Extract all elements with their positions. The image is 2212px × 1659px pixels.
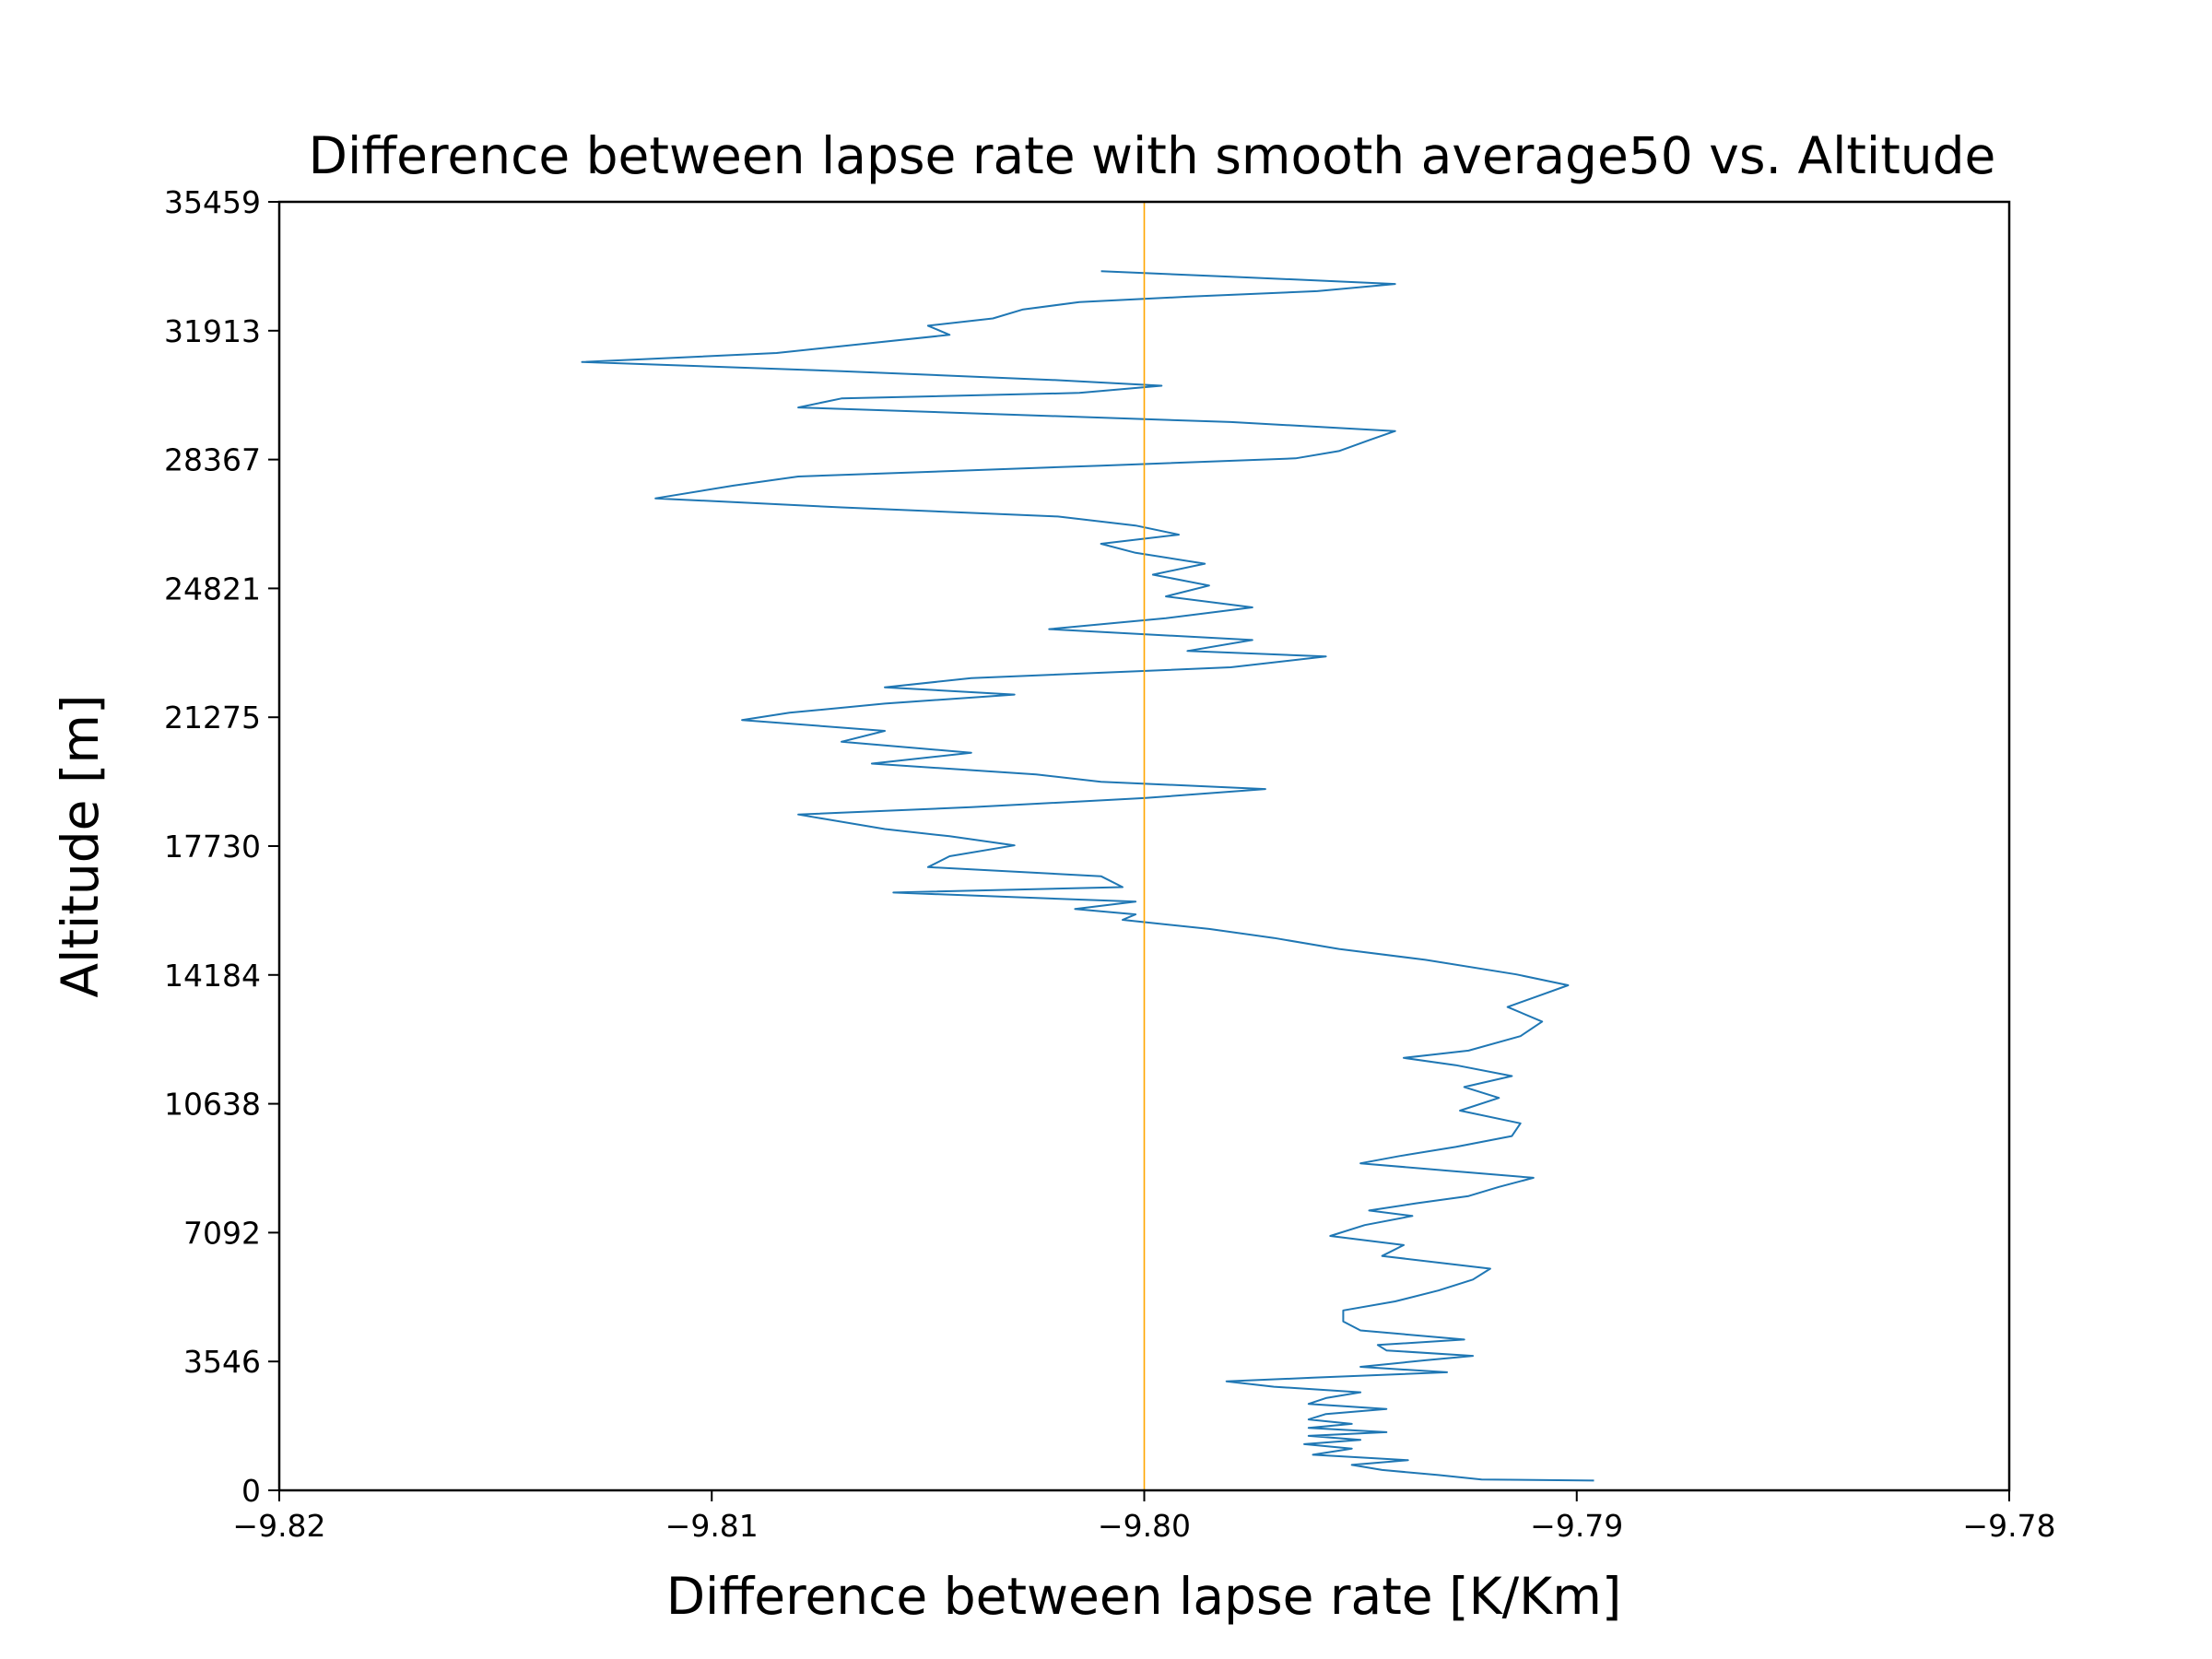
y-tick-label: 24821 bbox=[164, 571, 261, 606]
y-axis-label: Altitude [m] bbox=[51, 695, 110, 998]
y-tick-label: 10638 bbox=[164, 1087, 261, 1123]
x-tick-label: −9.79 bbox=[1530, 1508, 1623, 1544]
y-tick-label: 21275 bbox=[164, 700, 261, 735]
y-tick-label: 3546 bbox=[183, 1344, 261, 1380]
x-axis-ticks: −9.82 −9.81 −9.80 −9.79 −9.78 bbox=[232, 1490, 2056, 1544]
y-tick-label: 31913 bbox=[164, 313, 261, 349]
chart-title: Difference between lapse rate with smoot… bbox=[309, 126, 1996, 185]
x-tick-label: −9.81 bbox=[665, 1508, 759, 1544]
lapse-rate-difference-line bbox=[581, 270, 1594, 1482]
y-axis-ticks: 0 3546 7092 10638 14184 17730 21275 24821 28367 3… bbox=[164, 184, 279, 1509]
x-tick-label: −9.82 bbox=[232, 1508, 325, 1544]
y-tick-label: 28367 bbox=[164, 442, 261, 478]
y-tick-label: 7092 bbox=[183, 1215, 261, 1251]
x-axis-label: Difference between lapse rate [K/Km] bbox=[666, 1567, 1622, 1626]
y-tick-label: 0 bbox=[241, 1473, 261, 1509]
x-tick-label: −9.80 bbox=[1098, 1508, 1191, 1544]
y-tick-label: 17730 bbox=[164, 829, 261, 865]
y-tick-label: 14184 bbox=[164, 958, 261, 994]
plot-series bbox=[581, 202, 1594, 1490]
x-tick-label: −9.78 bbox=[1962, 1508, 2055, 1544]
y-tick-label: 35459 bbox=[164, 184, 261, 220]
